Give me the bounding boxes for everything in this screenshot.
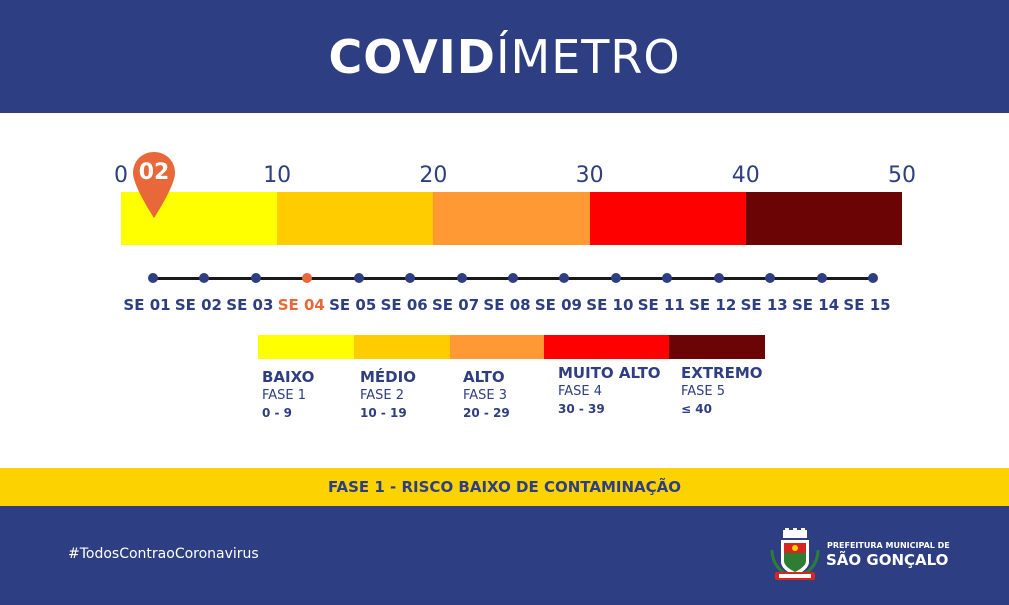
gauge-segment — [433, 192, 590, 245]
legend-phase: FASE 3 — [463, 388, 508, 403]
title-light-part: ÍMETRO — [495, 30, 681, 84]
legend-bar — [258, 335, 765, 359]
timeline-dot — [765, 273, 776, 283]
legend-item: ALTO FASE 3 20 - 29 — [463, 368, 510, 420]
timeline-dot — [713, 273, 724, 283]
gauge-bar — [121, 192, 903, 245]
timeline-week-label: SE 02 — [174, 296, 222, 314]
gauge-segment — [589, 192, 746, 245]
legend-phase: FASE 4 — [558, 384, 603, 399]
gauge-segment — [745, 192, 903, 245]
timeline-dot — [302, 273, 313, 283]
legend-range: 20 - 29 — [463, 406, 510, 420]
legend-range: ≤ 40 — [681, 402, 712, 416]
timeline-week-label: SE 13 — [740, 296, 788, 314]
gauge-segment — [277, 192, 434, 245]
current-value-label: 02 — [138, 160, 170, 185]
hashtag: #TodosContraoCoronavirus — [68, 546, 259, 562]
timeline-week-label: SE 09 — [534, 296, 582, 314]
gauge-tick-label: 30 — [575, 163, 604, 188]
legend-level-name: BAIXO — [262, 368, 315, 386]
footer — [0, 506, 1009, 605]
gauge-tick-label: 0 — [114, 163, 128, 188]
legend-item: MÉDIO FASE 2 10 - 19 — [360, 368, 416, 420]
legend-level-name: EXTREMO — [681, 364, 763, 382]
legend-item: EXTREMO FASE 5 ≤ 40 — [681, 364, 763, 416]
logo-line-1: PREFEITURA MUNICIPAL DE — [827, 541, 950, 550]
timeline-week-label: SE 07 — [431, 296, 480, 314]
status-text: FASE 1 - RISCO BAIXO DE CONTAMINAÇÃO — [327, 478, 681, 496]
legend-level-name: MÉDIO — [360, 368, 416, 386]
title-bold-part: COVID — [328, 30, 496, 84]
map-pin-icon — [133, 152, 175, 218]
header-banner: COVIDÍMETRO — [0, 0, 1009, 113]
timeline-week-label: SE 15 — [843, 296, 891, 314]
timeline-week-label: SE 12 — [689, 296, 737, 314]
timeline-dot — [353, 273, 364, 283]
timeline-dot — [456, 273, 467, 283]
timeline-dot — [868, 273, 878, 283]
timeline-week-label: SE 03 — [226, 296, 274, 314]
timeline-dot — [405, 273, 416, 283]
timeline-dot — [199, 273, 210, 283]
legend-color-swatch — [544, 335, 669, 359]
legend-level-name: MUITO ALTO — [558, 364, 661, 382]
gauge-tick-label: 50 — [888, 163, 916, 188]
timeline-dot — [148, 273, 158, 283]
timeline-week-label: SE 01 — [123, 296, 171, 314]
timeline-week-label: SE 04 — [277, 296, 325, 314]
legend-range: 0 - 9 — [262, 406, 293, 420]
legend-phase: FASE 2 — [360, 388, 405, 403]
legend-color-swatch — [450, 335, 544, 359]
status-band: FASE 1 - RISCO BAIXO DE CONTAMINAÇÃO — [0, 468, 1009, 506]
timeline-week-label: SE 08 — [483, 296, 531, 314]
legend-phase: FASE 1 — [262, 388, 307, 403]
timeline-dot — [662, 273, 673, 283]
timeline-week-label: SE 05 — [329, 296, 377, 314]
timeline-dot — [559, 273, 570, 283]
legend-phase: FASE 5 — [681, 384, 726, 399]
legend-range: 30 - 39 — [558, 402, 605, 416]
timeline-week-label: SE 14 — [791, 296, 840, 314]
legend-range: 10 - 19 — [360, 406, 407, 420]
timeline-week-label: SE 06 — [380, 296, 428, 314]
gauge-tick-label: 40 — [731, 163, 760, 188]
timeline-dot — [250, 273, 261, 283]
gauge-tick-label: 20 — [419, 163, 448, 188]
legend-item: MUITO ALTO FASE 4 30 - 39 — [558, 364, 661, 416]
city-coat-of-arms-icon — [770, 528, 820, 580]
timeline-week-label: SE 11 — [637, 296, 685, 314]
timeline-week-label: SE 10 — [586, 296, 634, 314]
page-title: COVIDÍMETRO — [0, 30, 1009, 84]
legend-color-swatch — [258, 335, 354, 359]
timeline-dot — [610, 273, 621, 283]
legend-level-name: ALTO — [463, 368, 505, 386]
legend-item: BAIXO FASE 1 0 - 9 — [262, 368, 314, 420]
logo-line-2: SÃO GONÇALO — [826, 551, 949, 569]
legend-color-swatch — [669, 335, 765, 359]
gauge-tick-label: 10 — [263, 163, 292, 188]
legend-color-swatch — [354, 335, 450, 359]
timeline-dot — [816, 273, 827, 283]
timeline-dot — [508, 273, 518, 283]
